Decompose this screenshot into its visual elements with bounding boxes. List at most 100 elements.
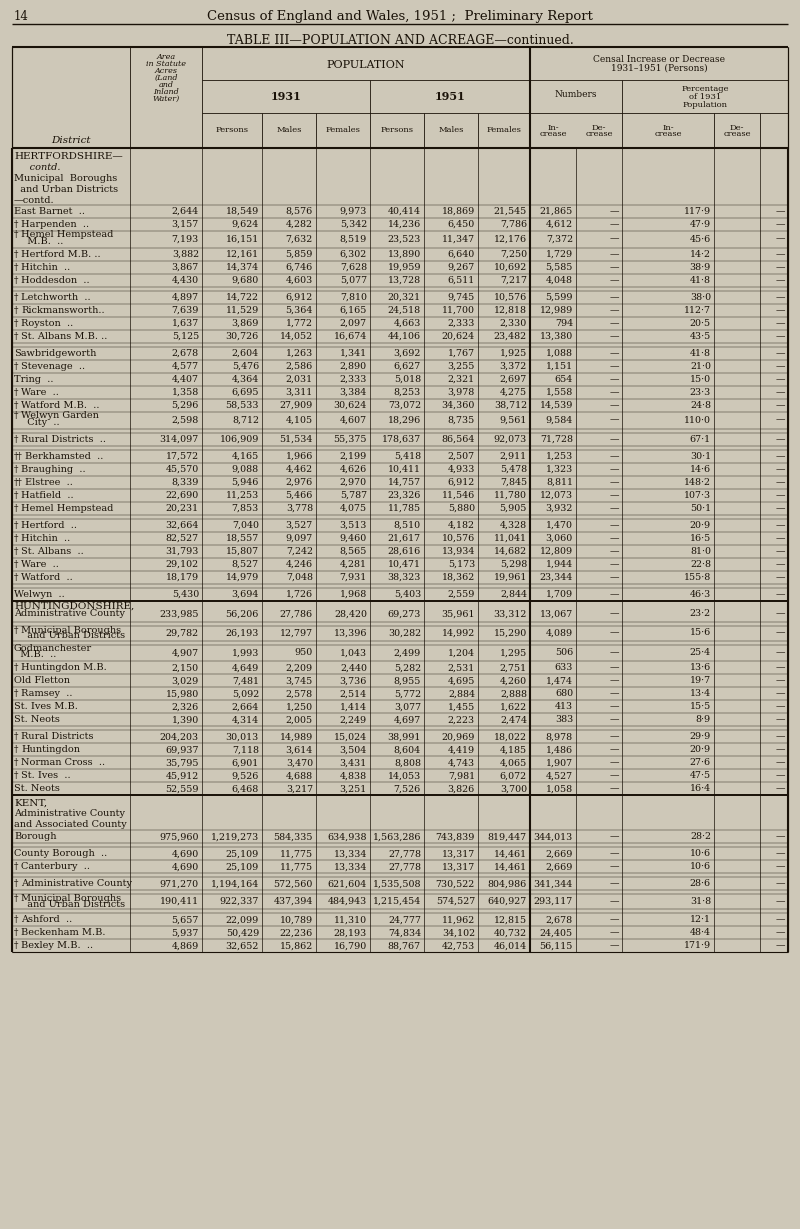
Text: †: † xyxy=(14,521,18,530)
Text: 38·9: 38·9 xyxy=(690,263,711,272)
Text: †: † xyxy=(14,746,18,755)
Text: 23,482: 23,482 xyxy=(494,332,527,340)
Text: —: — xyxy=(775,415,785,424)
Text: 2,578: 2,578 xyxy=(286,689,313,698)
Text: 41·8: 41·8 xyxy=(690,349,711,358)
Text: 13,067: 13,067 xyxy=(540,610,573,618)
Text: Censal Increase or Decrease: Censal Increase or Decrease xyxy=(593,55,725,64)
Text: 14,539: 14,539 xyxy=(540,401,573,410)
Text: Huntingdon: Huntingdon xyxy=(21,746,80,755)
Text: 2,697: 2,697 xyxy=(500,375,527,383)
Text: —: — xyxy=(610,897,619,906)
Text: 6,511: 6,511 xyxy=(448,275,475,285)
Text: Municipal Boroughs: Municipal Boroughs xyxy=(21,895,121,903)
Text: 3,932: 3,932 xyxy=(546,504,573,512)
Text: —: — xyxy=(775,573,785,581)
Text: —: — xyxy=(610,732,619,741)
Text: 1,767: 1,767 xyxy=(448,349,475,358)
Text: †: † xyxy=(14,306,18,315)
Text: 4,430: 4,430 xyxy=(172,275,199,285)
Text: 9,680: 9,680 xyxy=(232,275,259,285)
Text: —: — xyxy=(610,648,619,658)
Text: —: — xyxy=(775,941,785,950)
Text: 1,966: 1,966 xyxy=(286,452,313,461)
Text: —: — xyxy=(610,703,619,712)
Text: 4,690: 4,690 xyxy=(172,849,199,858)
Text: 4,577: 4,577 xyxy=(172,361,199,371)
Text: 20·9: 20·9 xyxy=(690,746,711,755)
Text: 4,275: 4,275 xyxy=(500,388,527,397)
Text: crease: crease xyxy=(539,130,566,139)
Text: Letchworth  ..: Letchworth .. xyxy=(21,293,90,302)
Text: 6,468: 6,468 xyxy=(232,784,259,794)
Text: 45,912: 45,912 xyxy=(166,772,199,780)
Text: 5,125: 5,125 xyxy=(172,332,199,340)
Text: 2,440: 2,440 xyxy=(340,664,367,672)
Text: 3,694: 3,694 xyxy=(232,590,259,599)
Text: 14,992: 14,992 xyxy=(442,628,475,638)
Text: 74,834: 74,834 xyxy=(388,928,421,938)
Text: 2,884: 2,884 xyxy=(448,689,475,698)
Text: 3,745: 3,745 xyxy=(286,676,313,686)
Text: 5,403: 5,403 xyxy=(394,590,421,599)
Text: Administrative County: Administrative County xyxy=(21,880,132,889)
Text: 5,282: 5,282 xyxy=(394,664,421,672)
Text: 51,534: 51,534 xyxy=(280,435,313,444)
Text: 12·1: 12·1 xyxy=(690,916,711,924)
Text: 5,430: 5,430 xyxy=(172,590,199,599)
Text: 3,736: 3,736 xyxy=(340,676,367,686)
Text: —: — xyxy=(610,465,619,474)
Text: —: — xyxy=(610,689,619,698)
Text: 18,296: 18,296 xyxy=(388,415,421,424)
Text: 8,811: 8,811 xyxy=(546,478,573,487)
Text: —: — xyxy=(610,533,619,543)
Text: 106,909: 106,909 xyxy=(220,435,259,444)
Text: Hatfield  ..: Hatfield .. xyxy=(21,490,74,500)
Text: —: — xyxy=(775,401,785,410)
Text: 35,795: 35,795 xyxy=(166,758,199,767)
Text: 69,937: 69,937 xyxy=(166,746,199,755)
Text: 1,622: 1,622 xyxy=(500,703,527,712)
Text: Welwyn  ..: Welwyn .. xyxy=(14,590,65,599)
Text: —: — xyxy=(775,521,785,530)
Text: Hertford  ..: Hertford .. xyxy=(21,521,77,530)
Text: 1,215,454: 1,215,454 xyxy=(373,897,421,906)
Text: 7,193: 7,193 xyxy=(172,235,199,243)
Text: 11,780: 11,780 xyxy=(494,490,527,500)
Text: 71,728: 71,728 xyxy=(540,435,573,444)
Text: 4,089: 4,089 xyxy=(546,628,573,638)
Text: —: — xyxy=(775,349,785,358)
Text: 86,564: 86,564 xyxy=(442,435,475,444)
Text: —: — xyxy=(775,220,785,229)
Text: In-: In- xyxy=(547,123,559,132)
Text: —: — xyxy=(775,465,785,474)
Text: 4,419: 4,419 xyxy=(448,746,475,755)
Text: 12,161: 12,161 xyxy=(226,249,259,259)
Text: 4,663: 4,663 xyxy=(394,318,421,328)
Text: 6,912: 6,912 xyxy=(448,478,475,487)
Text: 32,652: 32,652 xyxy=(226,941,259,950)
Text: 110·0: 110·0 xyxy=(684,415,711,424)
Text: 10·6: 10·6 xyxy=(690,849,711,858)
Text: 11,546: 11,546 xyxy=(442,490,475,500)
Text: —: — xyxy=(610,559,619,569)
Text: 572,560: 572,560 xyxy=(274,880,313,889)
Text: †: † xyxy=(14,249,18,259)
Text: 25·4: 25·4 xyxy=(690,648,711,658)
Text: 6,746: 6,746 xyxy=(286,263,313,272)
Text: 112·7: 112·7 xyxy=(684,306,711,315)
Text: —: — xyxy=(610,916,619,924)
Text: 5,585: 5,585 xyxy=(546,263,573,272)
Text: 4,603: 4,603 xyxy=(286,275,313,285)
Text: 32,664: 32,664 xyxy=(166,521,199,530)
Text: Rural Districts: Rural Districts xyxy=(21,732,94,741)
Text: 3,255: 3,255 xyxy=(448,361,475,371)
Text: 47·5: 47·5 xyxy=(690,772,711,780)
Text: De-: De- xyxy=(592,123,606,132)
Text: 584,335: 584,335 xyxy=(274,832,313,842)
Text: 1931–1951 (Persons): 1931–1951 (Persons) xyxy=(610,64,707,73)
Text: —: — xyxy=(610,610,619,618)
Text: 2,150: 2,150 xyxy=(172,664,199,672)
Text: 28·2: 28·2 xyxy=(690,832,711,842)
Text: 20,624: 20,624 xyxy=(442,332,475,340)
